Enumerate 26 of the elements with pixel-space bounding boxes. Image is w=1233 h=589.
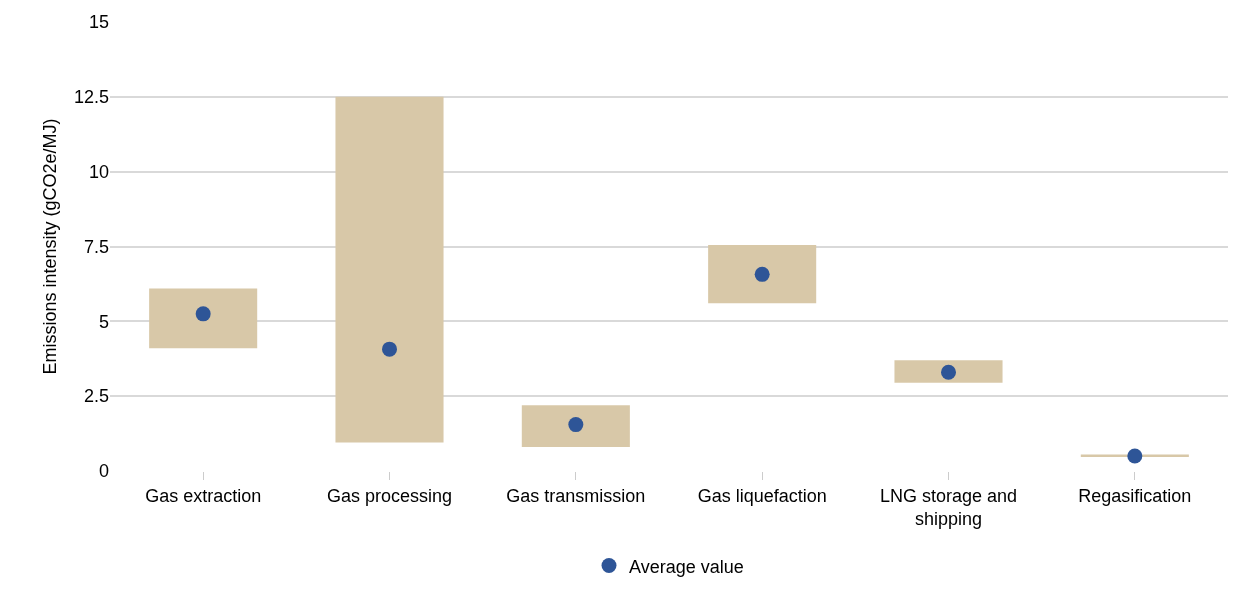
y-tick-label: 12.5 <box>73 87 109 108</box>
x-tick-label: Gas transmission <box>506 485 646 506</box>
y-tick-label: 0 <box>98 461 109 482</box>
x-tick-label: Gas processing <box>326 485 453 506</box>
point <box>754 266 770 282</box>
x-tick-label: Gas liquefaction <box>697 485 827 506</box>
point <box>568 417 584 433</box>
y-tick-label: 5 <box>98 311 109 332</box>
point <box>1127 448 1143 464</box>
y-tick-label: 10 <box>88 161 109 182</box>
y-tick-label: 15 <box>88 12 109 33</box>
x-tick-label: Gas extraction <box>145 485 262 506</box>
x-tick-label: LNG storage and shipping <box>879 485 1018 529</box>
legend-label: Average value <box>629 556 744 577</box>
y-tick-label: 2.5 <box>83 386 109 407</box>
bar <box>521 405 630 448</box>
y-tick-label: 7.5 <box>83 236 109 257</box>
bar <box>149 288 258 349</box>
bar <box>335 96 444 443</box>
bar <box>708 245 817 304</box>
bar <box>894 360 1003 383</box>
point <box>195 306 211 322</box>
x-tick-label: Regasification <box>1078 485 1192 506</box>
y-axis-title: Emissions intensity (gCO2e/MJ) <box>40 118 61 375</box>
point <box>941 364 956 380</box>
point <box>382 341 397 357</box>
